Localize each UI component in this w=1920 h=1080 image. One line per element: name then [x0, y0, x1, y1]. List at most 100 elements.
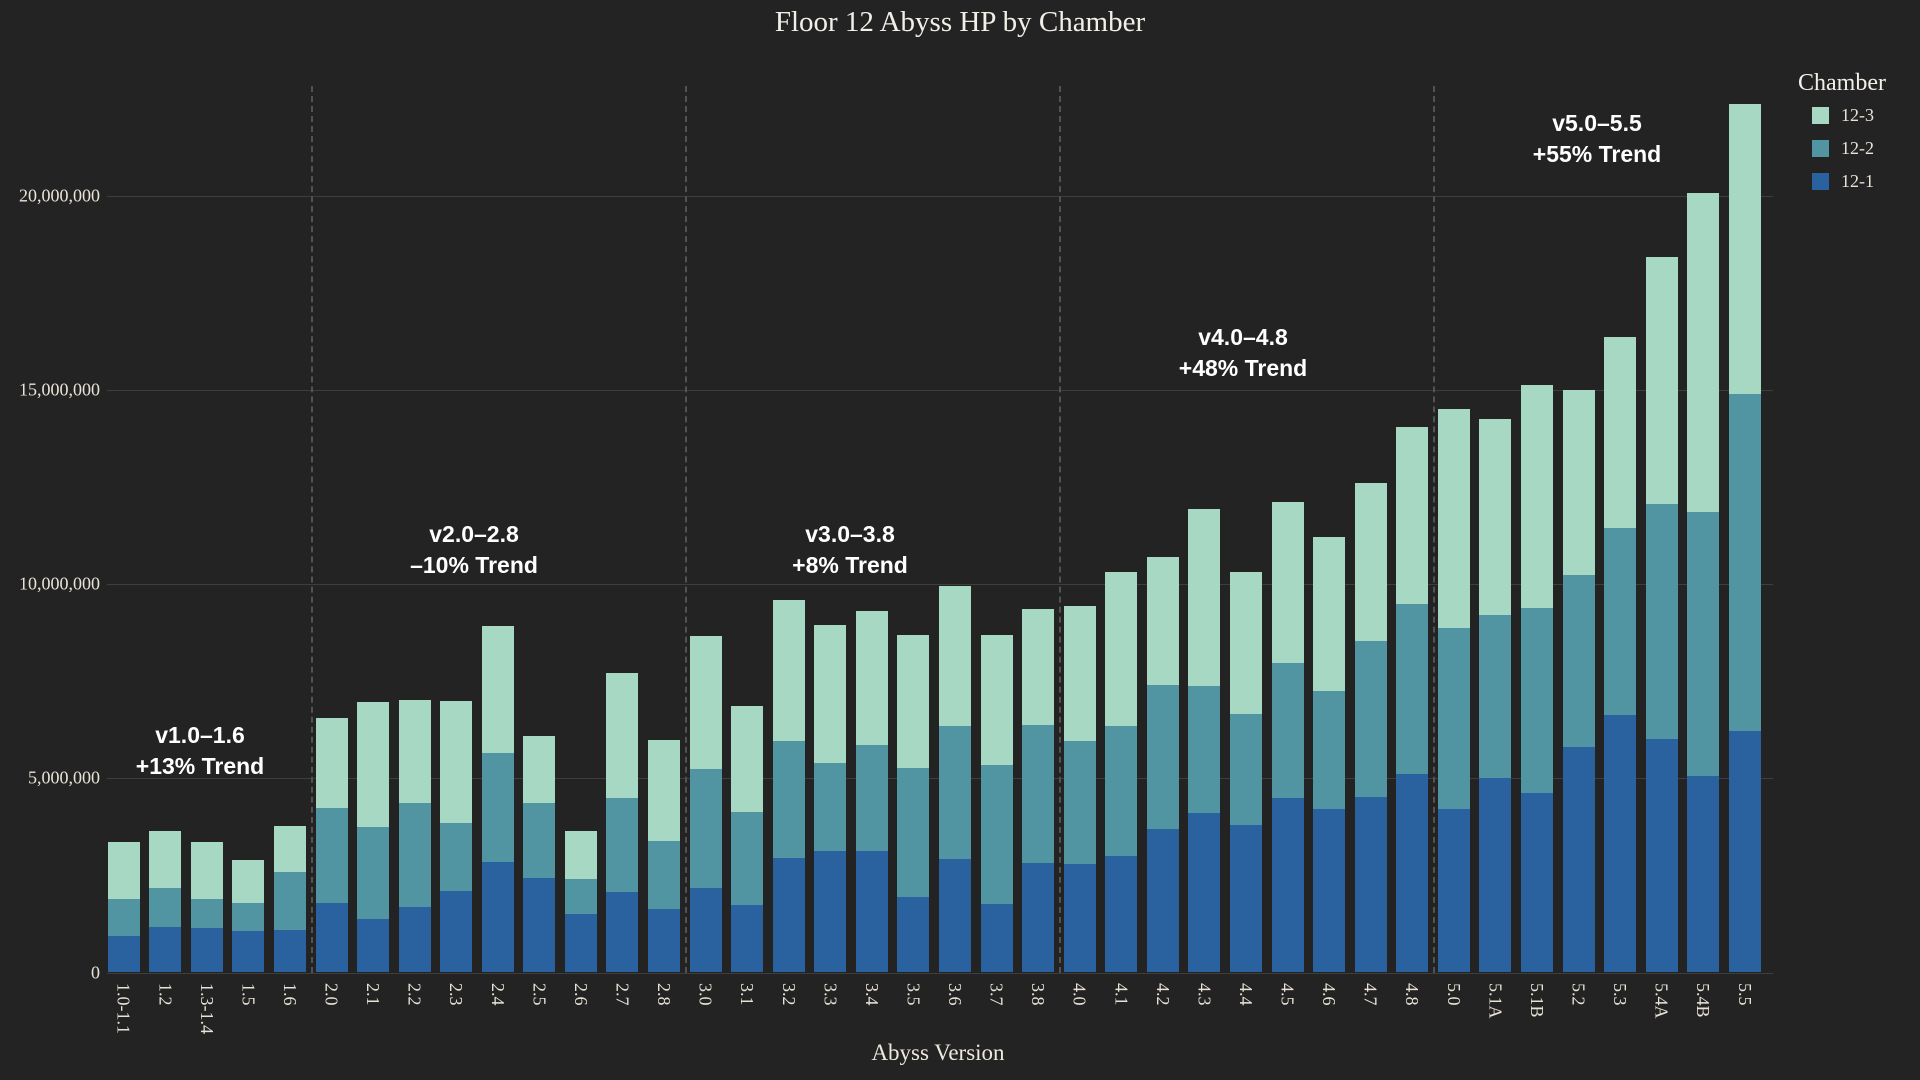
bar-segment-12-1-1.6	[273, 929, 306, 973]
x-axis-tick-label: 1.2	[155, 982, 176, 1006]
bar-segment-12-2-4.0	[1063, 741, 1096, 864]
y-axis-tick-label: 5,000,000	[28, 767, 100, 788]
bar-segment-12-1-2.6	[564, 914, 597, 973]
bar-segment-12-2-5.5	[1728, 393, 1761, 732]
bar-segment-12-3-3.5	[897, 635, 930, 768]
trend-annotation: v1.0–1.6 +13% Trend	[136, 720, 264, 782]
legend-title: Chamber	[1798, 70, 1886, 96]
x-axis-tick-label: 5.3	[1610, 982, 1631, 1006]
bar-segment-12-3-5.2	[1562, 389, 1595, 575]
x-axis-tick-label: 1.3-1.4	[196, 982, 217, 1034]
bar-segment-12-2-2.4	[481, 753, 514, 863]
x-axis-tick-label: 4.6	[1319, 982, 1340, 1006]
x-axis-tick-label: 2.4	[487, 982, 508, 1006]
bar-segment-12-3-5.1B	[1520, 385, 1553, 608]
x-axis-tick-label: 5.4A	[1651, 982, 1672, 1019]
legend-item-12-2: 12-2	[1812, 138, 1886, 159]
x-axis-tick-label: 3.0	[695, 982, 716, 1006]
x-axis-tick-label: 1.0-1.1	[113, 982, 134, 1034]
bar-segment-12-2-4.3	[1188, 686, 1221, 814]
x-axis-tick-label: 5.1A	[1485, 982, 1506, 1019]
bar-segment-12-2-2.2	[398, 803, 431, 908]
bar-segment-12-2-1.3-1.4	[190, 898, 223, 929]
bar-segment-12-3-5.5	[1728, 103, 1761, 394]
bar-segment-12-2-5.3	[1604, 528, 1637, 716]
x-axis-tick-label: 5.1B	[1526, 982, 1547, 1018]
x-axis-tick-label: 3.8	[1028, 982, 1049, 1006]
bar-segment-12-3-2.8	[648, 740, 681, 842]
trend-annotation-line: v3.0–3.8	[805, 521, 895, 547]
x-axis-tick-label: 1.5	[238, 982, 259, 1006]
y-axis-tick-label: 20,000,000	[19, 185, 100, 206]
bar-segment-12-3-1.3-1.4	[190, 842, 223, 899]
legend-label: 12-2	[1841, 138, 1874, 158]
bar-segment-12-2-3.8	[1022, 725, 1055, 864]
bar-segment-12-2-3.3	[814, 763, 847, 851]
bar-segment-12-1-2.3	[440, 890, 473, 973]
x-axis-tick-label: 1.6	[279, 982, 300, 1006]
x-axis-tick-label: 3.6	[945, 982, 966, 1006]
bar-segment-12-1-5.5	[1728, 731, 1761, 973]
bar-segment-12-2-2.8	[648, 841, 681, 909]
bar-segment-12-3-5.0	[1437, 408, 1470, 628]
bar-segment-12-2-3.5	[897, 767, 930, 898]
bar-segment-12-3-2.2	[398, 699, 431, 804]
bar-segment-12-3-3.2	[772, 599, 805, 741]
bar-segment-12-3-2.5	[523, 736, 556, 803]
bar-segment-12-1-2.1	[357, 918, 390, 973]
x-axis-tick-label: 2.0	[321, 982, 342, 1006]
trend-annotation: v3.0–3.8 +8% Trend	[792, 519, 908, 581]
bar-segment-12-3-2.1	[357, 702, 390, 828]
bar-segment-12-2-2.6	[564, 879, 597, 915]
bar-segment-12-3-3.8	[1022, 608, 1055, 726]
bar-segment-12-3-4.6	[1313, 536, 1346, 691]
x-axis-tick-label: 4.7	[1360, 982, 1381, 1006]
bar-segment-12-2-4.4	[1229, 714, 1262, 825]
trend-annotation-line: +13% Trend	[135, 753, 265, 779]
gridline	[107, 195, 1773, 197]
bar-segment-12-2-5.1A	[1479, 615, 1512, 778]
bar-segment-12-3-1.2	[149, 830, 182, 888]
bar-segment-12-3-4.8	[1396, 426, 1429, 605]
bar-segment-12-2-5.0	[1437, 627, 1470, 809]
bar-segment-12-2-3.6	[939, 726, 972, 860]
bar-segment-12-2-4.6	[1313, 690, 1346, 810]
bar-segment-12-1-4.7	[1354, 796, 1387, 973]
bar-segment-12-2-4.1	[1105, 725, 1138, 856]
bar-segment-12-3-3.4	[855, 610, 888, 745]
bar-segment-12-3-2.0	[315, 718, 348, 808]
x-axis-tick-label: 2.1	[363, 982, 384, 1006]
x-axis-tick-label: 5.5	[1734, 982, 1755, 1006]
y-axis-tick-label: 15,000,000	[19, 379, 100, 400]
bar-segment-12-3-4.5	[1271, 502, 1304, 663]
bar-segment-12-1-5.0	[1437, 808, 1470, 973]
legend-label: 12-1	[1841, 171, 1874, 191]
bar-segment-12-1-2.2	[398, 907, 431, 973]
version-group-divider	[310, 86, 313, 973]
gridline	[107, 389, 1773, 391]
x-axis-tick-label: 4.2	[1152, 982, 1173, 1006]
x-axis-tick-label: 4.1	[1111, 982, 1132, 1006]
x-axis-tick-label: 3.7	[986, 982, 1007, 1006]
bar-segment-12-1-2.5	[523, 877, 556, 973]
bar-segment-12-3-1.0-1.1	[107, 842, 140, 899]
bar-segment-12-2-2.5	[523, 802, 556, 878]
bar-segment-12-3-3.7	[980, 635, 1013, 766]
legend-swatch-12-2	[1812, 140, 1829, 157]
bar-segment-12-1-5.2	[1562, 747, 1595, 973]
x-axis-tick-label: 5.0	[1443, 982, 1464, 1006]
chart-title: Floor 12 Abyss HP by Chamber	[774, 6, 1146, 38]
trend-annotation-line: –10% Trend	[410, 552, 538, 578]
legend-swatch-12-1	[1812, 173, 1829, 190]
bar-segment-12-1-3.5	[897, 897, 930, 973]
version-group-divider	[1058, 86, 1061, 973]
bar-segment-12-3-1.6	[273, 825, 306, 873]
bar-segment-12-1-4.1	[1105, 855, 1138, 973]
bar-segment-12-1-3.4	[855, 851, 888, 973]
x-axis-tick-label: 4.3	[1194, 982, 1215, 1006]
bar-segment-12-3-4.7	[1354, 483, 1387, 642]
bar-segment-12-2-4.8	[1396, 604, 1429, 775]
x-axis-tick-label: 4.0	[1069, 982, 1090, 1006]
bar-segment-12-1-1.0-1.1	[107, 935, 140, 973]
